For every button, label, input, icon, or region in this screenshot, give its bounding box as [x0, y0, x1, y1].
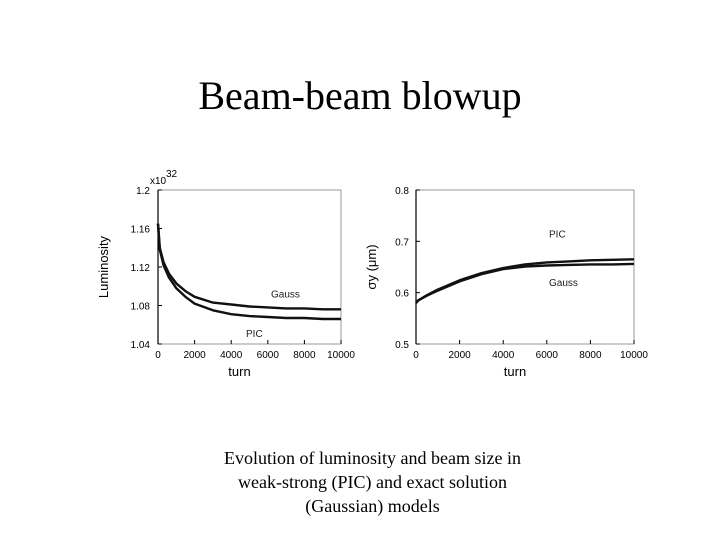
x-tick-label: 2000 — [448, 350, 471, 361]
y-axis-label: σy (μm) — [364, 244, 379, 289]
x-tick-label: 10000 — [620, 350, 648, 361]
x-axis-label: turn — [228, 364, 250, 379]
series-label-gauss: Gauss — [271, 289, 300, 300]
axis-multiplier-exponent: 32 — [166, 169, 178, 180]
plot-frame — [157, 189, 342, 345]
x-tick-label: 8000 — [293, 350, 316, 361]
series-label-pic: PIC — [549, 229, 566, 240]
y-tick-label: 1.2 — [136, 186, 150, 197]
caption-line: weak-strong (PIC) and exact solution — [238, 472, 507, 492]
series-line-pic — [156, 223, 341, 321]
caption: Evolution of luminosity and beam size in… — [160, 446, 585, 518]
x-tick-label: 0 — [413, 350, 419, 361]
x-axis-label: turn — [504, 364, 526, 379]
x-tick-label: 6000 — [536, 350, 559, 361]
y-tick-label: 1.08 — [131, 302, 151, 313]
x-tick-label: 4000 — [220, 350, 243, 361]
slide-title: Beam-beam blowup — [198, 73, 522, 118]
y-tick-label: 0.7 — [395, 237, 409, 248]
axis-multiplier: x10 — [150, 176, 167, 187]
series-line-gauss — [415, 262, 635, 304]
y-tick-label: 1.04 — [131, 340, 151, 351]
series-label-pic: PIC — [246, 329, 263, 340]
x-tick-label: 4000 — [492, 350, 515, 361]
y-tick-label: 0.6 — [395, 289, 409, 300]
x-tick-label: 6000 — [257, 350, 280, 361]
x-tick-label: 2000 — [183, 350, 206, 361]
y-tick-label: 0.5 — [395, 340, 409, 351]
y-axis-label: Luminosity — [96, 235, 111, 298]
charts-area: 0 2000 4000 6000 8000 10000 1.04 1.08 1.12 1.16 1.… — [96, 169, 648, 379]
y-tick-label: 1.16 — [131, 225, 151, 236]
x-tick-label: 8000 — [579, 350, 602, 361]
series-line-gauss — [156, 223, 341, 311]
x-tick-label: 0 — [155, 350, 161, 361]
y-tick-label: 0.8 — [395, 186, 409, 197]
x-tick-label: 10000 — [327, 350, 355, 361]
caption-line: (Gaussian) models — [305, 496, 440, 516]
y-tick-label: 1.12 — [131, 263, 151, 274]
series-label-gauss: Gauss — [549, 278, 578, 289]
caption-line: Evolution of luminosity and beam size in — [224, 448, 521, 468]
